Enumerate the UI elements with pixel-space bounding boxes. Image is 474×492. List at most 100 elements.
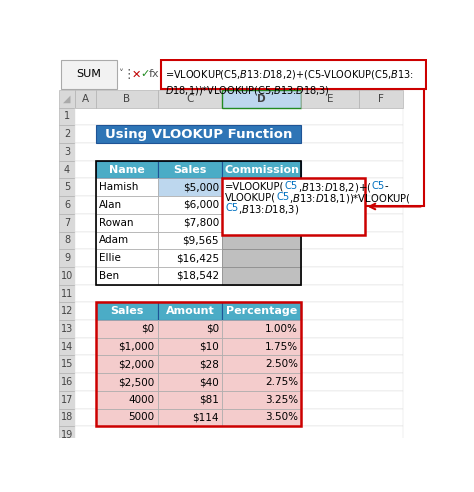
Text: D: D — [257, 93, 266, 104]
Text: ✕: ✕ — [132, 69, 141, 79]
Bar — [222, 196, 301, 214]
Bar — [222, 338, 301, 356]
Text: ⋮: ⋮ — [122, 68, 135, 81]
Bar — [59, 356, 75, 373]
Bar — [59, 108, 75, 125]
Bar — [222, 161, 301, 179]
Text: C5: C5 — [225, 203, 238, 213]
Text: 4000: 4000 — [128, 395, 155, 405]
Bar — [59, 249, 75, 267]
Text: $16,425: $16,425 — [176, 253, 219, 263]
Bar — [61, 60, 117, 89]
Text: 11: 11 — [61, 288, 73, 299]
Bar — [96, 338, 158, 356]
Bar — [161, 60, 426, 89]
Text: Using VLOOKUP Function: Using VLOOKUP Function — [105, 127, 292, 141]
Bar — [59, 90, 75, 108]
Text: 9: 9 — [64, 253, 70, 263]
Bar — [59, 285, 75, 303]
Text: $10: $10 — [199, 341, 219, 352]
Bar — [75, 232, 403, 249]
Bar — [158, 391, 222, 409]
Bar — [59, 214, 75, 232]
Bar — [59, 373, 75, 391]
Text: A: A — [82, 93, 89, 104]
Text: E: E — [327, 93, 333, 104]
Text: $18,542: $18,542 — [176, 271, 219, 281]
Text: ,$B$13:$D$18,1))*VLOOKUP(: ,$B$13:$D$18,1))*VLOOKUP( — [289, 192, 411, 205]
Text: 2.75%: 2.75% — [265, 377, 298, 387]
Bar — [158, 90, 222, 108]
Text: 12: 12 — [61, 306, 73, 316]
Text: $7,800: $7,800 — [182, 217, 219, 228]
Bar — [222, 267, 301, 285]
Bar — [75, 161, 403, 179]
Text: SUM: SUM — [76, 69, 101, 79]
Bar — [75, 391, 403, 409]
Bar — [96, 303, 301, 427]
Bar — [96, 214, 158, 232]
Bar — [158, 232, 222, 249]
Bar — [359, 90, 403, 108]
Text: =VLOOKUP(: =VLOOKUP( — [225, 182, 284, 191]
Text: -: - — [384, 182, 388, 191]
Text: 5000: 5000 — [128, 412, 155, 423]
Text: 3.50%: 3.50% — [265, 412, 298, 423]
Bar — [59, 303, 75, 320]
Text: 8: 8 — [64, 235, 70, 246]
Text: Sales: Sales — [110, 306, 143, 316]
Bar — [59, 391, 75, 409]
Text: 13: 13 — [61, 324, 73, 334]
Bar — [59, 196, 75, 214]
Bar — [222, 249, 301, 267]
Text: C5: C5 — [284, 182, 298, 191]
Bar — [75, 373, 403, 391]
Bar — [75, 320, 403, 338]
Bar — [59, 232, 75, 249]
Bar — [158, 409, 222, 427]
Bar — [222, 90, 301, 108]
Bar — [59, 179, 75, 196]
Text: 2.50%: 2.50% — [265, 359, 298, 369]
Text: F: F — [378, 93, 384, 104]
Text: Alan: Alan — [99, 200, 122, 210]
Text: ◢: ◢ — [63, 93, 71, 104]
Text: Amount: Amount — [165, 306, 214, 316]
Bar — [75, 303, 403, 320]
Bar — [222, 320, 301, 338]
Text: $114: $114 — [192, 412, 219, 423]
Text: 15: 15 — [61, 359, 73, 369]
Text: ✓: ✓ — [141, 69, 150, 79]
Bar — [75, 285, 403, 303]
Text: C: C — [186, 93, 193, 104]
Bar — [222, 356, 301, 373]
Bar — [96, 267, 158, 285]
Text: C5: C5 — [276, 192, 289, 202]
Text: $0: $0 — [141, 324, 155, 334]
Text: VLOOKUP(: VLOOKUP( — [225, 192, 276, 202]
Bar — [75, 90, 96, 108]
Bar — [158, 356, 222, 373]
Bar — [75, 179, 403, 196]
Text: 6: 6 — [64, 200, 70, 210]
Text: 1: 1 — [64, 111, 70, 122]
Text: 14: 14 — [61, 341, 73, 352]
Bar — [75, 196, 403, 214]
Text: Adam: Adam — [99, 235, 129, 246]
Text: 19: 19 — [61, 430, 73, 440]
Bar — [96, 409, 158, 427]
Text: C5: C5 — [371, 182, 384, 191]
Text: $1,000: $1,000 — [118, 341, 155, 352]
Text: 7: 7 — [64, 217, 70, 228]
Text: Ben: Ben — [99, 271, 119, 281]
Bar — [222, 179, 365, 235]
Bar — [222, 373, 301, 391]
Bar — [222, 391, 301, 409]
Bar — [96, 125, 301, 143]
Text: 3.25%: 3.25% — [265, 395, 298, 405]
Text: $6,000: $6,000 — [183, 200, 219, 210]
Bar — [96, 161, 301, 285]
Bar — [96, 90, 158, 108]
Text: fx: fx — [148, 69, 159, 79]
Text: Rowan: Rowan — [99, 217, 133, 228]
